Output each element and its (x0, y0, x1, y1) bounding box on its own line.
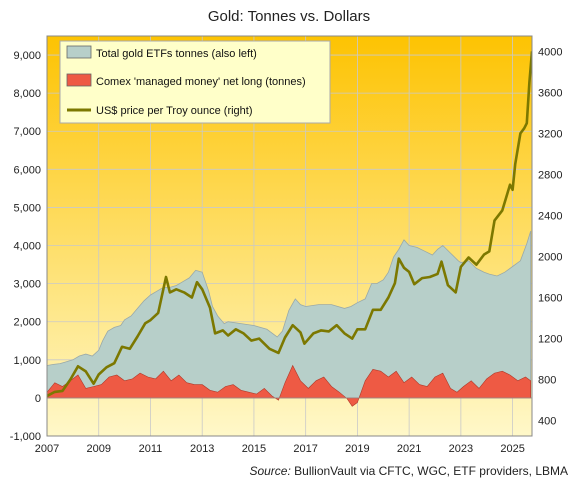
y-left-tick-label: 8,000 (13, 88, 41, 100)
legend-label-etf: Total gold ETFs tonnes (also left) (96, 48, 257, 60)
y-left-tick-label: 7,000 (13, 126, 41, 138)
y-right-tick-label: 1600 (538, 293, 562, 305)
x-tick-label: 2019 (345, 443, 369, 455)
y-right-tick-label: 2000 (538, 252, 562, 264)
y-right-tick-label: 3200 (538, 128, 562, 140)
plot-frame (46, 35, 533, 437)
series-layer (47, 51, 532, 407)
y-left-tick-label: 9,000 (13, 50, 41, 62)
x-tick-label: 2025 (500, 443, 524, 455)
y-right-tick-label: 800 (538, 375, 556, 387)
legend-label-price: US$ price per Troy ounce (right) (96, 105, 253, 117)
source-prefix: Source: (249, 464, 290, 478)
legend-swatch-etf (66, 45, 92, 59)
x-tick-label: 2013 (190, 443, 214, 455)
y-right-tick-label: 4000 (538, 46, 562, 58)
y-right-tick-label: 1200 (538, 334, 562, 346)
series-comex-area (47, 364, 531, 407)
chart-title: Gold: Tonnes vs. Dollars (208, 8, 370, 25)
x-tick-label: 2017 (293, 443, 317, 455)
y-right-tick-label: 2800 (538, 169, 562, 181)
x-tick-label: 2009 (86, 443, 110, 455)
legend-box (59, 40, 331, 124)
x-tick-label: 2021 (397, 443, 421, 455)
x-tick-label: 2007 (35, 443, 59, 455)
y-left-tick-label: 3,000 (13, 279, 41, 291)
y-right-tick-label: 3600 (538, 87, 562, 99)
series-price-line (47, 51, 532, 398)
y-axis-left: -1,000 0 1,000 2,000 3,000 4,000 5,000 6,000 7,0… (10, 50, 41, 443)
y-left-tick-label: -1,000 (10, 431, 41, 443)
source-note: Source: BullionVault via CFTC, WGC, ETF … (249, 464, 568, 478)
legend-label-comex: Comex 'managed money' net long (tonnes) (96, 76, 306, 88)
y-left-tick-label: 0 (35, 393, 41, 405)
y-left-tick-label: 4,000 (13, 241, 41, 253)
x-tick-label: 2011 (139, 443, 163, 455)
legend: Total gold ETFs tonnes (also left) Comex… (59, 40, 331, 124)
y-axis-right: 400 800 1200 1600 2000 2400 2800 3200 3600 4000 (538, 46, 562, 427)
y-right-tick-label: 400 (538, 416, 556, 428)
y-left-tick-label: 5,000 (13, 202, 41, 214)
x-axis: 2007 2009 2011 2013 2015 2017 2019 2021 2023 2025 (35, 443, 525, 455)
y-right-tick-label: 2400 (538, 210, 562, 222)
source-text: BullionVault via CFTC, WGC, ETF provider… (291, 464, 568, 478)
x-tick-label: 2015 (242, 443, 266, 455)
legend-swatch-comex (66, 73, 92, 87)
y-left-tick-label: 2,000 (13, 317, 41, 329)
y-left-tick-label: 1,000 (13, 355, 41, 367)
y-left-tick-label: 6,000 (13, 164, 41, 176)
x-tick-label: 2023 (449, 443, 473, 455)
